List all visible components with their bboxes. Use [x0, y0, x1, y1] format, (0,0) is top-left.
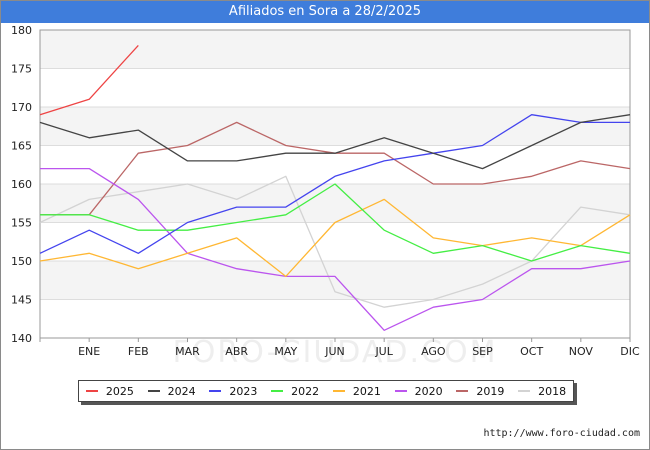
x-tick-label: SEP [472, 345, 493, 358]
chart-title: Afiliados en Sora a 28/2/2025 [1, 1, 649, 23]
y-tick-label: 165 [11, 140, 32, 153]
series-line-2024 [39, 114, 631, 170]
plot-band [40, 261, 630, 300]
plot-band [40, 145, 630, 184]
x-tick-label: MAR [175, 345, 200, 358]
series-line-2023 [39, 114, 630, 254]
y-tick-label: 170 [11, 101, 32, 114]
legend-item-2025: 2025 [85, 384, 134, 398]
legend-swatch [332, 390, 345, 392]
x-tick-label: JUN [324, 345, 345, 358]
legend-swatch [147, 390, 160, 392]
series-line-2025 [39, 44, 139, 116]
watermark: FORO-CIUDAD.COM [173, 335, 498, 370]
series-line-2022 [40, 183, 631, 262]
legend-label: 2021 [352, 384, 381, 398]
plot-band [40, 299, 630, 338]
x-tick-label: FEB [128, 345, 149, 358]
plot-band [40, 30, 630, 69]
legend-swatch [271, 390, 284, 392]
plot-band [40, 107, 630, 146]
x-tick-label: AGO [421, 345, 446, 358]
legend-label: 2023 [229, 384, 258, 398]
legend-item-2024: 2024 [147, 384, 196, 398]
plot-band [40, 68, 630, 107]
legend-item-2022: 2022 [271, 385, 319, 398]
y-tick-label: 155 [11, 217, 32, 230]
legend-swatch [85, 390, 98, 392]
x-tick-label: MAY [274, 345, 297, 358]
legend-item-2019: 2019 [456, 385, 504, 398]
plot-band [40, 222, 630, 261]
source-credit: http://www.foro-ciudad.com [483, 428, 640, 439]
series-line-2020 [40, 167, 631, 331]
legend: 2025 2024 2023 2022 2021 2020 2019 2018 [78, 380, 574, 402]
x-tick-label: JUL [374, 345, 393, 358]
legend-item-2023: 2023 [209, 385, 257, 398]
x-tick-label: ABR [225, 345, 248, 358]
legend-swatch [394, 390, 407, 392]
x-tick-label: OCT [520, 345, 543, 358]
legend-item-2020: 2020 [394, 384, 443, 398]
y-tick-label: 150 [11, 255, 32, 268]
legend-swatch [456, 390, 469, 392]
y-tick-label: 180 [11, 24, 32, 37]
legend-item-2021: 2021 [332, 384, 381, 398]
x-tick-label: ENE [78, 345, 100, 358]
legend-label: 2024 [167, 384, 196, 398]
y-tick-label: 160 [11, 178, 32, 191]
legend-item-2018: 2018 [518, 385, 566, 398]
legend-label: 2018 [538, 384, 567, 398]
y-tick-label: 140 [11, 332, 32, 345]
series-line-2021 [39, 198, 631, 278]
legend-label: 2019 [476, 384, 505, 398]
plot-band [40, 184, 630, 223]
legend-swatch [209, 390, 222, 392]
legend-label: 2025 [105, 384, 134, 398]
legend-label: 2022 [291, 384, 320, 398]
legend-swatch [518, 390, 531, 392]
x-tick-label: DIC [620, 345, 640, 358]
x-tick-label: NOV [569, 345, 594, 358]
y-tick-label: 145 [11, 294, 32, 307]
y-tick-label: 175 [11, 63, 32, 76]
legend-label: 2020 [414, 384, 443, 398]
